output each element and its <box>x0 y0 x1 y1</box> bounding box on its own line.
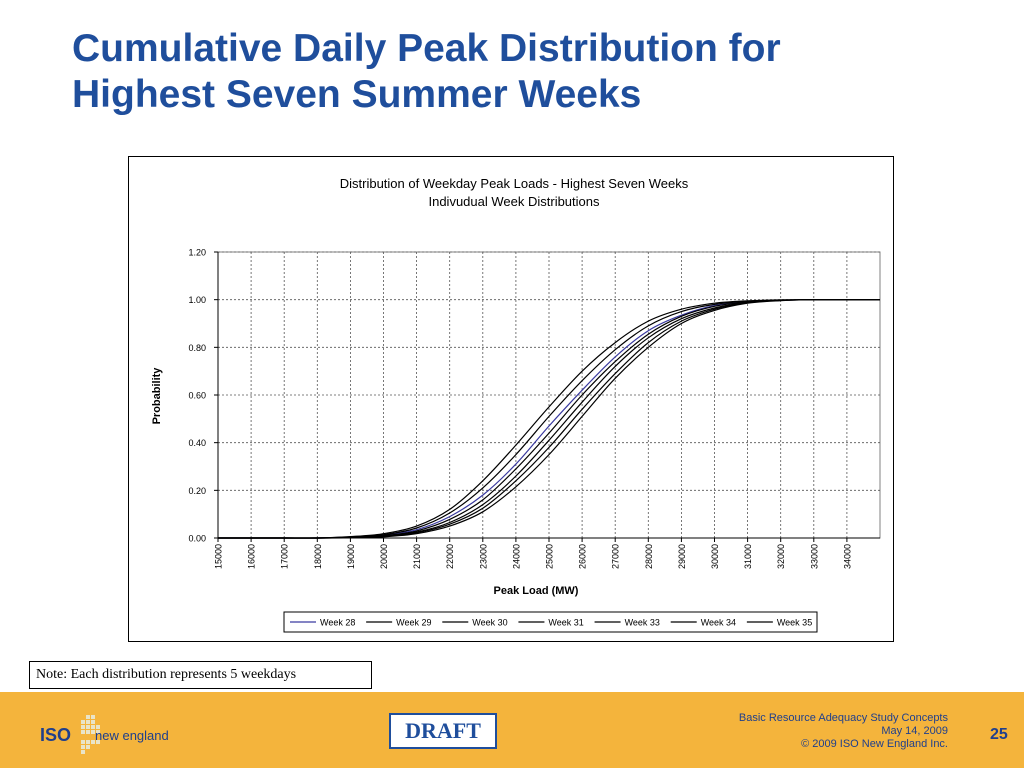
series-line-week-34 <box>218 299 880 539</box>
slide-title-line2: Highest Seven Summer Weeks <box>72 73 642 116</box>
series-line-week-33 <box>218 299 880 539</box>
legend-label-week-33: Week 33 <box>625 618 660 628</box>
footer-info: Basic Resource Adequacy Study Concepts M… <box>739 712 948 751</box>
note-box: Note: Each distribution represents 5 wee… <box>29 661 372 689</box>
x-tick-label: 28000 <box>644 544 654 569</box>
series-line-week-28 <box>218 299 880 539</box>
series-line-week-35 <box>218 299 880 539</box>
x-axis-label: Peak Load (MW) <box>494 585 579 597</box>
y-tick-label: 0.80 <box>188 343 206 353</box>
x-tick-label: 19000 <box>346 544 356 569</box>
x-tick-label: 23000 <box>478 544 488 569</box>
y-tick-label: 0.60 <box>188 391 206 401</box>
series-line-week-29 <box>218 299 880 539</box>
y-tick-label: 0.20 <box>188 486 206 496</box>
y-axis-label: Probability <box>151 367 163 425</box>
x-tick-label: 26000 <box>578 544 588 569</box>
y-tick-label: 1.20 <box>188 248 206 258</box>
new-england-map-icon <box>81 715 100 754</box>
logo-name-text: new england <box>95 728 169 743</box>
legend-label-week-31: Week 31 <box>548 618 583 628</box>
legend-label-week-30: Week 30 <box>472 618 507 628</box>
x-tick-label: 15000 <box>214 544 224 569</box>
peak-load-chart: Distribution of Weekday Peak Loads - Hig… <box>151 176 881 633</box>
x-tick-label: 30000 <box>710 544 720 569</box>
footer-presentation-title: Basic Resource Adequacy Study Concepts <box>738 712 948 724</box>
series-line-week-31 <box>218 299 880 539</box>
chart-subtitle: Indivudual Week Distributions <box>428 194 600 209</box>
x-tick-label: 22000 <box>445 544 455 569</box>
x-tick-label: 27000 <box>611 544 621 569</box>
legend-box <box>283 611 818 633</box>
legend-label-week-34: Week 34 <box>701 618 736 628</box>
y-tick-label: 0.00 <box>188 534 206 544</box>
x-tick-label: 17000 <box>280 544 290 569</box>
x-tick-label: 25000 <box>545 544 555 569</box>
x-tick-label: 32000 <box>776 544 786 569</box>
footer-copyright: © 2009 ISO New England Inc. <box>801 738 948 750</box>
slide-title-line1: Cumulative Daily Peak Distribution for <box>72 27 781 70</box>
series-line-week-30 <box>218 299 880 539</box>
x-tick-label: 29000 <box>677 544 687 569</box>
x-tick-label: 21000 <box>412 544 422 569</box>
logo-iso-text: ISO <box>40 725 71 745</box>
grid <box>217 251 881 539</box>
x-tick-label: 16000 <box>247 544 257 569</box>
x-tick-label: 34000 <box>842 544 852 569</box>
chart-frame: Distribution of Weekday Peak Loads - Hig… <box>128 156 894 642</box>
legend: Week 28 Week 29 Week 30 Week 31 Week 33 Week … <box>283 611 818 633</box>
footer-bar <box>0 692 1024 768</box>
chart-title: Distribution of Weekday Peak Loads - Hig… <box>340 176 689 191</box>
series-lines <box>218 299 880 539</box>
draft-label: DRAFT <box>389 713 497 749</box>
page-number: 25 <box>990 726 1008 743</box>
x-tick-label: 20000 <box>379 544 389 569</box>
x-tick-label: 18000 <box>313 544 323 569</box>
x-tick-label: 33000 <box>809 544 819 569</box>
footer-date: May 14, 2009 <box>881 725 948 737</box>
x-tick-label: 31000 <box>743 544 753 569</box>
legend-label-week-29: Week 29 <box>396 618 431 628</box>
legend-label-week-35: Week 35 <box>777 618 812 628</box>
slide-title: Cumulative Daily Peak Distribution for H… <box>72 26 972 118</box>
plot-area <box>217 251 881 539</box>
y-tick-label: 1.00 <box>188 295 206 305</box>
x-tick-label: 24000 <box>511 544 521 569</box>
y-tick-label: 0.40 <box>188 438 206 448</box>
legend-label-week-28: Week 28 <box>320 618 355 628</box>
iso-new-england-logo: ISO new england <box>40 715 169 754</box>
axes: 0.00 0.20 0.40 0.60 0.80 1.00 1.20 15000 16000 17… <box>188 248 880 569</box>
